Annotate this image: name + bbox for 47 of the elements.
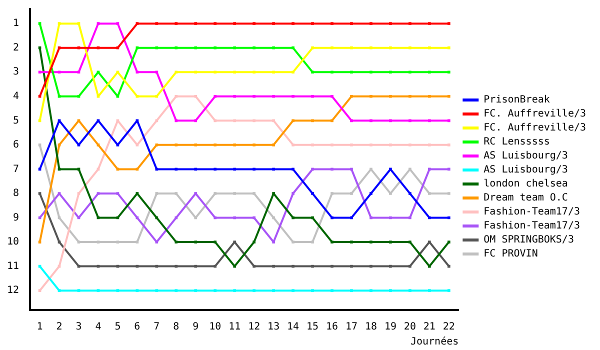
x-tick-label: 22 bbox=[442, 322, 455, 333]
y-tick-label: 5 bbox=[13, 115, 20, 126]
y-tick-label: 12 bbox=[6, 285, 20, 296]
x-tick-label: 8 bbox=[173, 322, 180, 333]
legend-label: PrisonBreak bbox=[484, 94, 550, 106]
x-tick-label: 19 bbox=[384, 322, 396, 333]
legend-label: AS Luisbourg/3 bbox=[484, 164, 568, 176]
x-tick-label: 5 bbox=[114, 322, 121, 333]
x-tick-label: 3 bbox=[76, 322, 82, 333]
legend-label: Fashion-Team17/3 bbox=[484, 220, 580, 232]
legend-label: FC PROVIN bbox=[484, 248, 538, 260]
y-tick-label: 3 bbox=[13, 66, 20, 78]
x-tick-label: 14 bbox=[287, 322, 300, 333]
x-tick-label: 17 bbox=[345, 322, 358, 333]
x-tick-label: 7 bbox=[154, 322, 160, 333]
x-tick-label: 20 bbox=[404, 322, 416, 333]
x-tick-label: 11 bbox=[228, 322, 241, 333]
y-tick-label: 9 bbox=[13, 212, 20, 224]
legend-label: Dream team O.C bbox=[484, 192, 568, 204]
legend-label: london chelsea bbox=[484, 178, 568, 190]
x-tick-label: 1 bbox=[36, 322, 43, 333]
legend-label: OM SPRINGBOKS/3 bbox=[484, 234, 574, 246]
x-tick-label: 2 bbox=[56, 322, 62, 333]
x-tick-label: 12 bbox=[248, 322, 260, 333]
y-tick-label: 10 bbox=[6, 236, 20, 248]
legend-label: FC. Auffreville/3 bbox=[484, 122, 586, 134]
x-tick-label: 13 bbox=[268, 322, 280, 333]
x-tick-label: 15 bbox=[306, 322, 319, 333]
y-tick-label: 8 bbox=[13, 188, 20, 200]
legend-label: RC Lensssss bbox=[484, 136, 550, 148]
y-tick-label: 6 bbox=[13, 140, 20, 151]
x-tick-label: 4 bbox=[95, 322, 102, 333]
y-tick-label: 4 bbox=[13, 90, 20, 102]
x-tick-label: 9 bbox=[192, 322, 199, 333]
x-tick-label: 10 bbox=[209, 322, 222, 333]
y-tick-label: 7 bbox=[13, 164, 20, 175]
x-axis-title: Journées bbox=[410, 336, 459, 348]
legend-label: Fashion-Team17/3 bbox=[484, 206, 580, 218]
x-tick-label: 18 bbox=[364, 322, 378, 333]
y-tick-label: 2 bbox=[13, 42, 20, 54]
legend-label: AS Luisbourg/3 bbox=[484, 150, 568, 162]
x-tick-label: 21 bbox=[423, 322, 436, 333]
x-tick-label: 6 bbox=[134, 322, 140, 333]
y-tick-label: 11 bbox=[6, 260, 20, 272]
x-tick-label: 16 bbox=[326, 322, 338, 333]
legend-label: FC. Auffreville/3 bbox=[484, 108, 586, 120]
y-tick-label: 1 bbox=[13, 18, 20, 30]
